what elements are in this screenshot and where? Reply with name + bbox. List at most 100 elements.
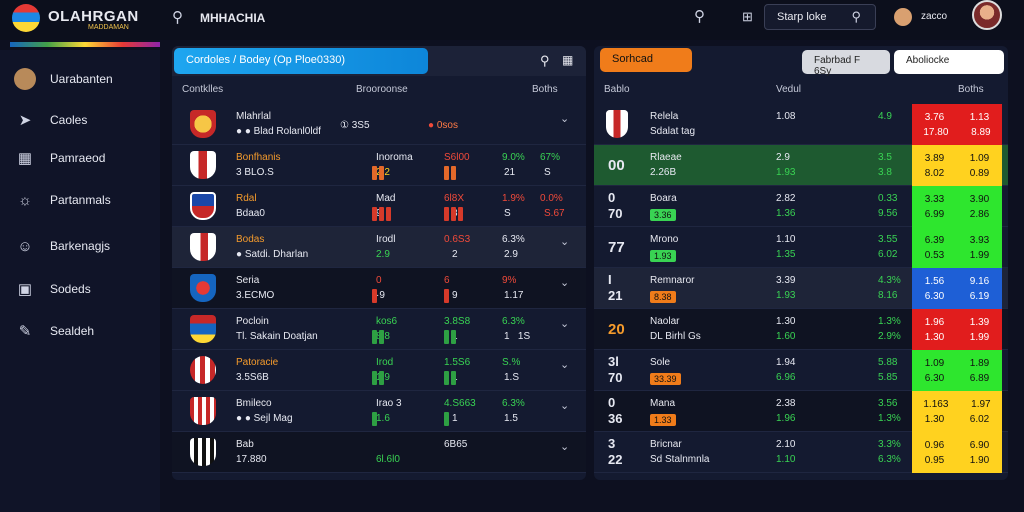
odds-row[interactable]: 0 36 Mana 1.33 2.38 1.96 3.56 1.3% 1.163 1.97 1.30…: [594, 391, 1008, 432]
odds-row[interactable]: 20 Naolar DL Birhl Gs 1.30 1.60 1.3% 2.9% 1.96 1…: [594, 309, 1008, 350]
column-header-right[interactable]: Boths: [532, 84, 558, 95]
filter-select-2[interactable]: Aboliocke: [894, 50, 1004, 74]
filter-button[interactable]: Sorhcad: [600, 48, 692, 72]
stat-value: 2.9: [376, 249, 390, 260]
odds-heat-cell[interactable]: 1.96 1.39 1.30 1.99: [912, 309, 1002, 350]
stat-value: 6l.6l0: [376, 454, 400, 465]
odds-badge: 8.38: [650, 291, 676, 303]
team-name[interactable]: Rdal: [236, 193, 257, 204]
odds-row[interactable]: 3 22 Bricnar Sd Stalnmnla 2.10 1.10 3.3% 6.3% 0.…: [594, 432, 1008, 473]
column-header-3[interactable]: Boths: [958, 84, 984, 95]
team-name[interactable]: Mana: [650, 398, 676, 409]
search-icon[interactable]: ⚲: [851, 9, 861, 24]
user-icon[interactable]: [894, 8, 912, 26]
filter-select-1[interactable]: Fabrbad F 6Sy: [802, 50, 890, 77]
search-icon[interactable]: ⚲: [540, 53, 550, 68]
odds-row[interactable]: Relela Sdalat tag 1.08 4.9 3.76 1.13 17.80 8.89: [594, 104, 1008, 145]
team-name[interactable]: Bmileco: [236, 398, 272, 409]
sidebar-item-6[interactable]: ✎ Sealdeh: [14, 318, 94, 344]
odds-row[interactable]: 00 Rlaeae 2.26B 2.9 1.93 3.5 3.8 3.89 1.09 8.02 0.…: [594, 145, 1008, 186]
team-name[interactable]: Patoracie: [236, 357, 279, 368]
stat-value: 6.3%: [502, 398, 525, 409]
heat-line: 6.39 3.93: [912, 235, 1002, 246]
user-name[interactable]: zacco: [921, 11, 948, 22]
heat-value: 1.30: [924, 331, 945, 343]
brand-logo[interactable]: [12, 4, 40, 32]
tab-active[interactable]: Cordoles / Bodey (Op Ploe0330): [174, 48, 428, 74]
chevron-down-icon[interactable]: ⌄: [560, 359, 570, 371]
team-name[interactable]: Bodas: [236, 234, 265, 245]
odds-heat-cell[interactable]: 1.09 1.89 6.30 6.89: [912, 350, 1002, 391]
team-name[interactable]: Pocloin: [236, 316, 269, 327]
odds-row[interactable]: I 21 Remnaror 8.38 3.39 1.93 4.3% 8.16 1.56 9.16 6…: [594, 268, 1008, 309]
odds-heat-cell[interactable]: 3.33 3.90 6.99 2.86: [912, 186, 1002, 227]
match-row[interactable]: Mlahrlal ● ● Blad Rolanl0ldf ① 3S5 ● 0sos ⌄: [172, 104, 586, 145]
team-name[interactable]: Bab: [236, 439, 254, 450]
page-title: MHHACHIA: [200, 11, 266, 25]
odds-heat-cell[interactable]: 6.39 3.93 0.53 1.99: [912, 227, 1002, 268]
odds-row[interactable]: 77 Mrono 1.93 1.10 1.35 3.55 6.02 6.39 3.93 0.53 1…: [594, 227, 1008, 268]
odds-value: 1.96: [776, 413, 796, 424]
chevron-down-icon[interactable]: ⌄: [560, 318, 570, 330]
stat-value: 9.0%: [502, 152, 525, 163]
team-name[interactable]: Sole: [650, 357, 671, 368]
team-name[interactable]: Naolar: [650, 316, 680, 327]
form-bars: [444, 330, 456, 344]
chevron-down-icon[interactable]: ⌄: [560, 441, 570, 453]
team-name[interactable]: Relela: [650, 111, 679, 122]
search-icon[interactable]: ⚲: [172, 9, 183, 26]
team-name[interactable]: Mrono: [650, 234, 679, 245]
stat-value: 0.0%: [540, 193, 563, 204]
odds-heat-cell[interactable]: 3.89 1.09 8.02 0.89: [912, 145, 1002, 186]
odds-value: 3.39: [776, 275, 796, 286]
team-name[interactable]: Rlaeae: [650, 152, 682, 163]
score-value: 77: [608, 239, 625, 256]
heat-value: 6.30: [924, 290, 945, 302]
search-box[interactable]: Starp loke ⚲: [764, 4, 876, 30]
odds-row[interactable]: 3l 70 Sole 33.39 1.94 6.96 5.88 5.85 1.09 1.89 6.3…: [594, 350, 1008, 391]
sidebar-item-4[interactable]: ☺ Barkenagjs: [14, 233, 110, 259]
heat-value: 6.02: [969, 413, 990, 425]
team-name[interactable]: Seria: [236, 275, 260, 286]
chevron-down-icon[interactable]: ⌄: [560, 277, 570, 289]
match-row[interactable]: RdalBdaa0Mad96l8X31.9%S0.0%S.67: [172, 186, 586, 227]
chevron-down-icon[interactable]: ⌄: [560, 113, 570, 125]
heat-value: 1.56: [924, 275, 945, 287]
calendar-icon[interactable]: ▦: [562, 53, 574, 67]
team-name[interactable]: Boara: [650, 193, 677, 204]
odds-heat-cell[interactable]: 1.56 9.16 6.30 6.19: [912, 268, 1002, 309]
score-value: 36: [608, 411, 623, 426]
avatar[interactable]: [972, 0, 1002, 30]
odds-heat-cell[interactable]: 1.163 1.97 1.30 6.02: [912, 391, 1002, 432]
stat-value: 21: [504, 167, 516, 178]
odds-heat-cell[interactable]: 0.96 6.90 0.95 1.90: [912, 432, 1002, 473]
chevron-down-icon[interactable]: ⌄: [560, 400, 570, 412]
sidebar-item-3[interactable]: ☼ Partanmals: [14, 187, 111, 213]
sidebar-item-2[interactable]: ▦ Pamraeod: [14, 145, 105, 171]
stat-value: 1.6: [376, 413, 390, 424]
heat-value: 0.53: [924, 249, 945, 261]
grid-icon[interactable]: ⊞: [742, 9, 753, 24]
sidebar-item-5[interactable]: ▣ Sodeds: [14, 276, 91, 302]
team-name[interactable]: Remnaror: [650, 275, 695, 286]
odds-heat-cell[interactable]: 3.76 1.13 17.80 8.89: [912, 104, 1002, 145]
match-row[interactable]: Bab 17.880 6l.6l0 6B65 ⌄: [172, 432, 586, 473]
search-icon[interactable]: ⚲: [694, 8, 705, 25]
heat-value: 0.89: [969, 167, 990, 179]
heat-line: 0.53 1.99: [912, 250, 1002, 261]
match-row[interactable]: Seria 3.ECMO 0 ·9 6 9 9% 1.17 ⌄: [172, 268, 586, 309]
chevron-down-icon[interactable]: ⌄: [560, 236, 570, 248]
match-row[interactable]: Bodas ● Satdi. Dharlan Irodl 2.9 0.6S3 2 6.3% 2…: [172, 227, 586, 268]
team-name[interactable]: Bricnar: [650, 439, 682, 450]
sidebar-item-1[interactable]: ➤ Caoles: [14, 107, 88, 133]
match-row[interactable]: Bmileco ● ● Sejl Mag Irao 3 1.6 4.S663 1 6.3% 1…: [172, 391, 586, 432]
stat-value: 9: [452, 290, 458, 301]
team-name[interactable]: Bonfhanis: [236, 152, 281, 163]
odds-row[interactable]: 0 70 Boara 3.36 2.82 1.36 0.33 9.56 3.33 3.90 6.99…: [594, 186, 1008, 227]
team-name[interactable]: Mlahrlal: [236, 111, 272, 122]
odds-value: 2.10: [776, 439, 796, 450]
sidebar-item-0[interactable]: Uarabanten: [14, 66, 113, 92]
